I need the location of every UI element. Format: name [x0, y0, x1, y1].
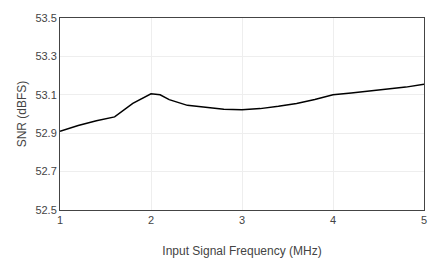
svg-text:52.9: 52.9 — [35, 127, 56, 139]
svg-text:52.7: 52.7 — [35, 165, 56, 177]
svg-text:53.1: 53.1 — [35, 89, 56, 101]
svg-text:2: 2 — [148, 214, 154, 226]
svg-text:4: 4 — [330, 214, 336, 226]
svg-text:1: 1 — [57, 214, 63, 226]
svg-text:SNR (dBFS): SNR (dBFS) — [15, 81, 29, 148]
svg-text:53.3: 53.3 — [35, 50, 56, 62]
svg-text:Input Signal Frequency (MHz): Input Signal Frequency (MHz) — [162, 244, 321, 258]
svg-text:5: 5 — [421, 214, 427, 226]
svg-text:3: 3 — [239, 214, 245, 226]
svg-text:52.5: 52.5 — [35, 204, 56, 216]
svg-text:53.5: 53.5 — [35, 12, 56, 24]
